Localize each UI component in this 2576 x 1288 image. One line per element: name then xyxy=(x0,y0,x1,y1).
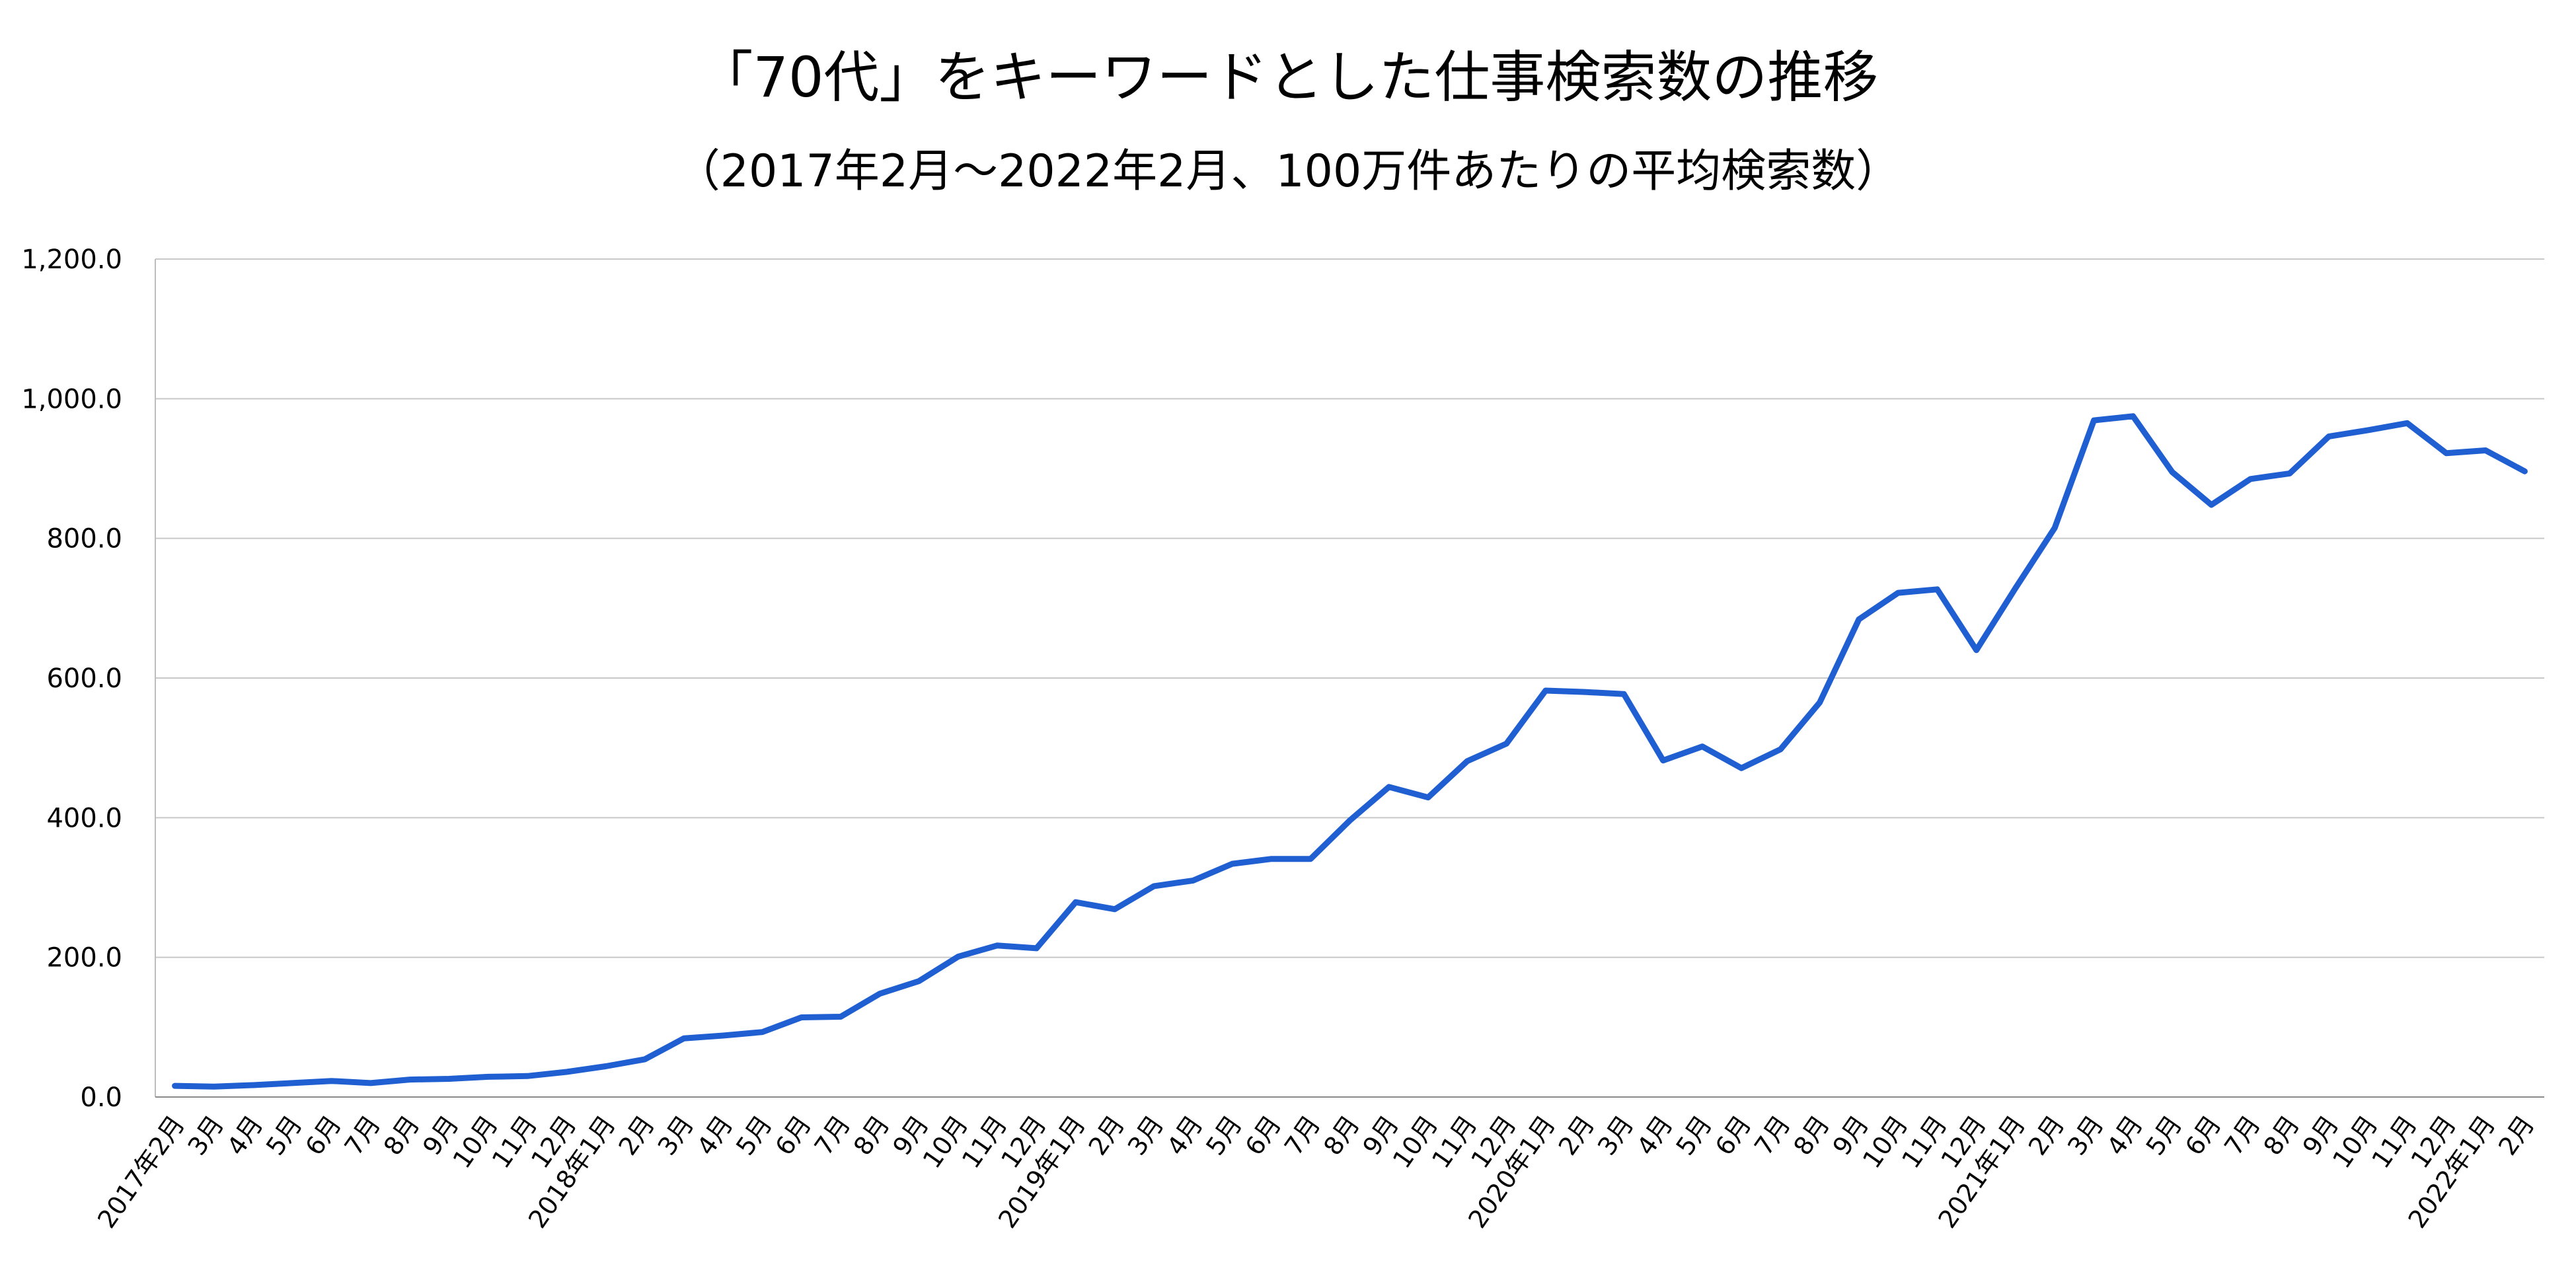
x-tick-label: 5月 xyxy=(1671,1110,1718,1160)
x-tick-label: 8月 xyxy=(848,1110,895,1160)
series-line xyxy=(172,413,2528,1090)
x-tick-label: 4月 xyxy=(1631,1110,1679,1160)
axes xyxy=(155,259,2544,1098)
x-tick-label: 3月 xyxy=(2062,1110,2109,1160)
x-tick-label: 11月 xyxy=(486,1110,543,1174)
x-tick-label: 4月 xyxy=(221,1110,269,1160)
x-tick-label: 4月 xyxy=(2101,1110,2148,1160)
y-tick-label: 0.0 xyxy=(80,1082,122,1113)
x-tick-label: 11月 xyxy=(1896,1110,1953,1174)
x-tick-label: 8月 xyxy=(378,1110,426,1160)
y-tick-label: 1,000.0 xyxy=(21,384,122,414)
x-tick-label: 5月 xyxy=(260,1110,308,1160)
x-tick-label: 8月 xyxy=(1318,1110,1365,1160)
x-tick-label: 5月 xyxy=(2140,1110,2188,1160)
x-tick-label: 6月 xyxy=(1710,1110,1757,1160)
x-tick-label: 10月 xyxy=(2327,1110,2384,1174)
x-tick-label: 10月 xyxy=(917,1110,974,1174)
x-tick-label: 10月 xyxy=(1387,1110,1444,1174)
x-tick-label: 4月 xyxy=(1161,1110,1209,1160)
gridlines xyxy=(155,258,2544,958)
x-tick-label: 3月 xyxy=(182,1110,230,1160)
x-tick-label: 6月 xyxy=(299,1110,347,1160)
x-tick-label: 2月 xyxy=(1083,1110,1131,1160)
x-tick-label: 7月 xyxy=(2218,1110,2266,1160)
x-tick-label: 8月 xyxy=(1788,1110,1835,1160)
x-tick-label: 4月 xyxy=(691,1110,739,1160)
x-tick-label: 2月 xyxy=(1553,1110,1601,1160)
y-tick-label: 800.0 xyxy=(46,524,122,554)
x-tick-label: 2月 xyxy=(2493,1110,2540,1160)
x-tick-label: 11月 xyxy=(956,1110,1013,1174)
x-tick-label: 11月 xyxy=(2366,1110,2423,1174)
chart-subtitle: （2017年2月～2022年2月、100万件あたりの平均検索数） xyxy=(675,145,1901,198)
x-tick-label: 2017年2月 xyxy=(92,1110,190,1234)
x-axis-ticks: 2017年2月3月4月5月6月7月8月9月10月11月12月2018年1月2月3… xyxy=(92,1110,2540,1234)
x-tick-label: 3月 xyxy=(1122,1110,1170,1160)
x-tick-label: 10月 xyxy=(447,1110,504,1174)
y-tick-label: 1,200.0 xyxy=(21,245,122,275)
x-tick-label: 7月 xyxy=(1749,1110,1796,1160)
x-tick-label: 7月 xyxy=(1279,1110,1326,1160)
x-tick-label: 7月 xyxy=(339,1110,387,1160)
x-tick-label: 7月 xyxy=(809,1110,856,1160)
x-tick-label: 5月 xyxy=(730,1110,778,1160)
x-tick-label: 3月 xyxy=(652,1110,700,1160)
y-tick-label: 600.0 xyxy=(46,663,122,694)
x-tick-label: 2月 xyxy=(613,1110,660,1160)
y-axis-ticks: 0.0 200.0 400.0 600.0 800.0 1,000.0 1,200.0 xyxy=(21,245,122,1113)
x-tick-label: 6月 xyxy=(769,1110,817,1160)
x-tick-label: 10月 xyxy=(1857,1110,1914,1174)
x-tick-label: 6月 xyxy=(2179,1110,2227,1160)
x-tick-label: 3月 xyxy=(1592,1110,1640,1160)
chart-title: 「70代」をキーワードとした仕事検索数の推移 xyxy=(697,45,1879,110)
x-tick-label: 6月 xyxy=(1240,1110,1287,1160)
y-tick-label: 400.0 xyxy=(46,803,122,833)
x-tick-label: 2月 xyxy=(2023,1110,2070,1160)
x-tick-label: 5月 xyxy=(1200,1110,1248,1160)
y-tick-label: 200.0 xyxy=(46,943,122,973)
x-tick-label: 11月 xyxy=(1426,1110,1483,1174)
x-tick-label: 8月 xyxy=(2257,1110,2305,1160)
series-line-path xyxy=(172,413,2528,1090)
